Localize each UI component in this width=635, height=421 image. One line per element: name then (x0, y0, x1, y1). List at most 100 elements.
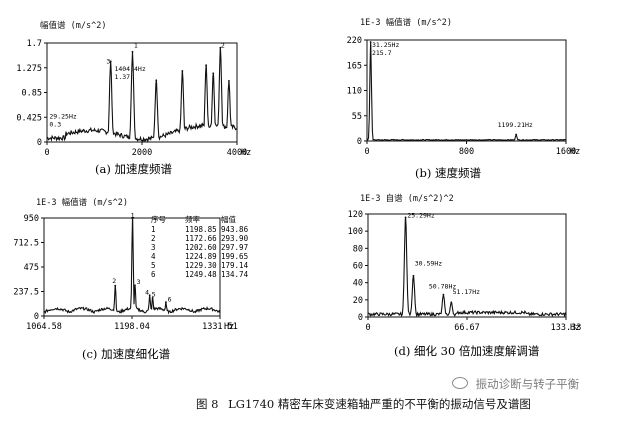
table-header: 序号 (151, 214, 166, 224)
spectrum-line (366, 41, 567, 141)
table-cell: 5 (151, 261, 156, 270)
x-unit-label: Hz (570, 147, 580, 157)
y-tick-label: 80 (353, 244, 363, 254)
chart-a: 幅值谱 (m/s^2) 0 0.425 0.85 1.275 1.7 0 2000 4000Hz… (16, 20, 251, 176)
subplot-caption: (c) 加速度细化谱 (82, 347, 171, 361)
chart-title: 1E-3 幅值谱 (m/s^2) (36, 197, 128, 208)
plot-frame (46, 42, 238, 143)
peak-annotation: 51.17Hz (453, 288, 480, 296)
y-tick-label: 220 (347, 36, 362, 46)
y-tick-label: 1.275 (16, 64, 42, 74)
peak-annotation: 5 (152, 290, 156, 298)
y-tick-label: 0 (37, 138, 42, 148)
subplot-caption: (a) 加速度频谱 (95, 162, 172, 176)
peak-annotation: 215.7 (372, 49, 392, 57)
table-cell: 3 (151, 243, 156, 252)
peak-annotation: 2 (221, 42, 225, 50)
peak-point (412, 274, 415, 277)
table-cell: 1198.85 (185, 225, 217, 234)
plot-frame (367, 213, 567, 318)
x-tick-label: 1600 (556, 147, 576, 157)
y-tick-label: 20 (353, 296, 363, 306)
peak-point (181, 70, 184, 72)
x-tick-label: 1331.51 (202, 322, 238, 332)
table-cell: 134.74 (221, 270, 249, 279)
table-header: 频率 (185, 214, 200, 224)
chart-title: 1E-3 自谱 (m/s^2)^2 (360, 193, 454, 204)
x-tick-label: 4000 (227, 148, 247, 158)
table-cell: 1224.89 (185, 252, 217, 261)
x-unit-label: Hz (241, 148, 251, 158)
peak-point (369, 41, 372, 43)
x-tick-label: 0 (44, 148, 49, 158)
x-tick-label: 0 (364, 147, 369, 157)
figure-number: 图 8 (196, 397, 219, 411)
table-cell: 1202.60 (185, 243, 217, 252)
peak-annotation: 2 (112, 277, 116, 285)
plot-frame (366, 39, 567, 142)
peak-point (109, 60, 112, 63)
table-cell: 199.65 (221, 252, 248, 261)
chart-title: 幅值谱 (m/s^2) (40, 20, 106, 31)
y-tick-label: 110 (347, 87, 362, 97)
table-cell: 6 (151, 270, 156, 279)
table-cell: 1172.66 (185, 234, 217, 243)
subplot-caption: (b) 速度频谱 (415, 166, 481, 180)
figure-caption: 图 8 LG1740 精密车床变速箱轴严重的不平衡的振动信号及谱图 (196, 396, 626, 412)
peak-annotation: 1 (131, 211, 135, 219)
y-tick-label: 40 (353, 279, 363, 289)
y-tick-label: 0.425 (16, 113, 42, 123)
peak-point (165, 301, 167, 304)
peak-point (404, 216, 407, 219)
watermark: 振动诊断与转子平衡 (452, 376, 579, 392)
peak-annotation: 3 (137, 278, 141, 286)
peak-annotation: 25.29Hz (407, 211, 434, 219)
peak-point (205, 64, 208, 67)
watermark-text: 振动诊断与转子平衡 (475, 377, 580, 391)
peak-point (151, 296, 154, 299)
x-tick-label: 1064.58 (26, 322, 62, 332)
y-tick-label: 712.5 (13, 239, 39, 249)
peak-point (131, 50, 134, 53)
y-tick-label: 475 (24, 263, 39, 273)
x-tick-label: 1198.04 (114, 322, 150, 332)
wechat-icon (452, 377, 468, 389)
peak-annotation: 1404.4Hz (114, 65, 145, 73)
peak-annotation: 1 (134, 42, 138, 50)
peak-annotation: 50.78Hz (429, 283, 456, 291)
peak-annotation: 31.25Hz (372, 41, 399, 49)
y-tick-label: 100 (348, 227, 363, 237)
y-tick-label: 120 (348, 210, 363, 220)
chart-title: 1E-3 幅值谱 (m/s^2) (360, 17, 452, 28)
y-tick-label: 0.85 (22, 89, 42, 99)
table-cell: 2 (151, 234, 156, 243)
peak-point (212, 72, 215, 75)
x-tick-label: 133.33 (551, 323, 582, 333)
peak-annotation: 1.37 (114, 73, 130, 81)
table-cell: 1 (151, 225, 156, 234)
peak-annotation: 30.59Hz (415, 260, 442, 268)
peak-annotation: 6 (168, 296, 172, 304)
peak-annotation: 4 (145, 288, 149, 296)
chart-d: 1E-3 自谱 (m/s^2)^2 0 20 40 60 80 100 120 0 66.67 13… (348, 193, 582, 358)
spectrum-line (46, 47, 238, 143)
x-tick-label: 0 (365, 323, 370, 333)
peak-annotation: 29.25Hz (49, 113, 76, 121)
table-cell: 943.86 (221, 225, 249, 234)
peak-point (155, 79, 158, 82)
x-tick-label: 66.67 (454, 323, 480, 333)
table-cell: 1229.30 (185, 261, 217, 270)
table-cell: 297.97 (221, 243, 248, 252)
peak-point (114, 284, 117, 287)
y-tick-label: 55 (352, 112, 362, 122)
peak-point (515, 133, 518, 136)
peak-point (131, 217, 134, 220)
y-tick-label: 0 (358, 313, 363, 323)
peak-annotation: 1199.21Hz (498, 121, 533, 129)
peak-annotation: 3 (106, 57, 110, 65)
peak-annotation: 0.3 (49, 121, 61, 129)
y-tick-label: 60 (353, 262, 363, 272)
